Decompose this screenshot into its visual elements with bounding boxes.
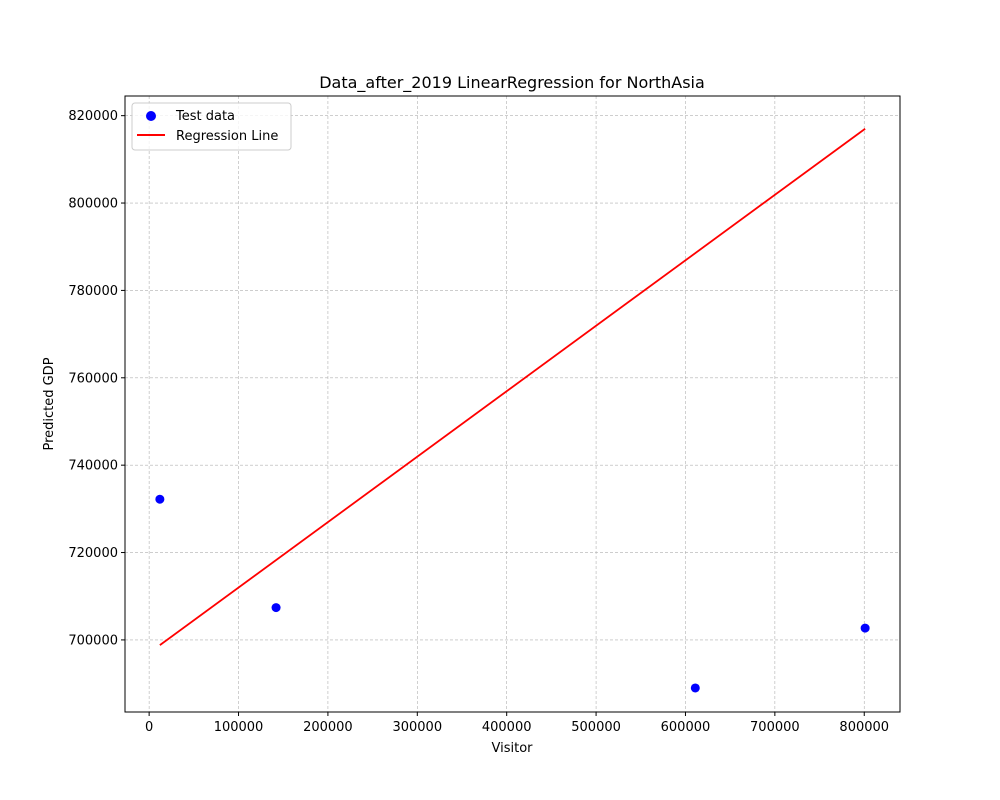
y-tick-label: 740000 <box>68 459 118 474</box>
y-tick-label: 720000 <box>68 546 118 561</box>
test-data-point <box>155 494 165 504</box>
x-tick-label: 400000 <box>482 720 532 735</box>
y-tick-label: 800000 <box>68 197 118 212</box>
x-tick-label: 0 <box>145 720 153 735</box>
test-data-point <box>271 603 281 613</box>
plot-area-frame <box>124 95 901 713</box>
x-tick-label: 600000 <box>661 720 711 735</box>
axis-ticks: 0 100000 200000 300000 400000 500000 600000 700… <box>68 109 889 735</box>
regression-line <box>159 128 866 646</box>
legend-marker-test-data <box>146 111 156 121</box>
test-data-point <box>860 623 870 633</box>
x-tick-label: 800000 <box>839 720 889 735</box>
plot-series <box>155 128 870 693</box>
x-tick-label: 200000 <box>303 720 353 735</box>
y-tick-label: 780000 <box>68 284 118 299</box>
y-tick-label: 760000 <box>68 371 118 386</box>
test-data-point <box>690 683 700 693</box>
legend-box <box>131 102 292 151</box>
legend: Test data Regression Line <box>131 102 292 151</box>
y-tick-label: 700000 <box>68 633 118 648</box>
legend-label-test-data: Test data <box>175 109 235 124</box>
x-tick-label: 500000 <box>571 720 621 735</box>
chart-title: Data_after_2019 LinearRegression for Nor… <box>319 73 705 93</box>
y-axis-label: Predicted GDP <box>42 357 57 450</box>
legend-label-regression-line: Regression Line <box>176 129 278 144</box>
grid <box>125 96 900 712</box>
x-tick-label: 300000 <box>392 720 442 735</box>
x-axis-label: Visitor <box>492 741 534 756</box>
y-tick-label: 820000 <box>68 109 118 124</box>
x-tick-label: 700000 <box>750 720 800 735</box>
x-tick-label: 100000 <box>214 720 264 735</box>
